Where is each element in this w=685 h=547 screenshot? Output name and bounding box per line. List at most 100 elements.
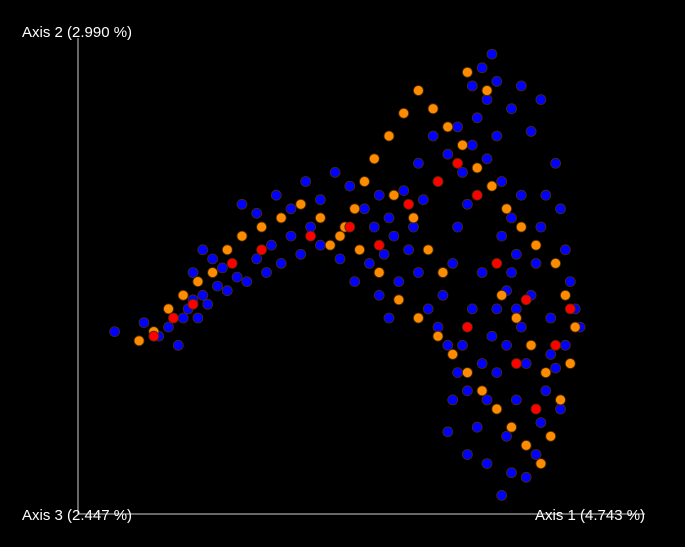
data-point	[187, 267, 199, 278]
data-point	[314, 194, 326, 206]
data-point	[270, 189, 282, 201]
data-point	[427, 130, 439, 142]
data-point	[349, 203, 361, 215]
data-point	[236, 198, 248, 210]
data-point	[530, 239, 542, 251]
data-point	[466, 80, 478, 92]
data-point	[461, 198, 473, 210]
data-point	[442, 339, 454, 351]
data-point	[417, 194, 429, 206]
data-point	[221, 285, 233, 297]
data-point	[422, 303, 434, 315]
data-point	[202, 298, 214, 310]
data-point	[408, 221, 419, 233]
data-point	[501, 203, 513, 215]
data-point	[295, 198, 307, 210]
data-point	[501, 339, 513, 351]
data-point	[163, 303, 174, 315]
data-point	[187, 298, 199, 310]
data-point	[437, 289, 449, 301]
data-point	[447, 394, 459, 406]
data-point	[535, 221, 547, 233]
axis-3-label: Axis 3 (2.447 %)	[22, 507, 132, 524]
data-point	[461, 449, 473, 460]
data-point	[329, 166, 341, 178]
data-point	[349, 276, 361, 288]
data-point	[442, 121, 454, 133]
data-point	[486, 180, 498, 192]
data-point	[560, 289, 571, 301]
points-group	[109, 48, 586, 501]
data-point	[471, 162, 483, 174]
data-point	[530, 449, 542, 460]
data-point	[403, 198, 415, 210]
data-point	[486, 330, 498, 342]
data-point	[550, 339, 561, 351]
data-point	[212, 280, 223, 292]
data-point	[437, 267, 449, 278]
data-point	[432, 176, 444, 187]
data-point	[511, 303, 522, 315]
data-point	[197, 244, 209, 256]
data-point	[334, 230, 346, 242]
data-point	[461, 66, 473, 78]
data-point	[506, 421, 517, 433]
data-point	[540, 189, 552, 201]
data-point	[109, 326, 120, 338]
data-point	[545, 348, 557, 360]
data-point	[285, 203, 297, 215]
data-point	[192, 276, 204, 288]
data-point	[560, 244, 571, 256]
data-point	[148, 330, 160, 342]
data-point	[314, 212, 326, 224]
data-point	[167, 312, 179, 324]
data-point	[432, 330, 444, 342]
data-point	[334, 253, 346, 265]
data-point	[496, 176, 508, 187]
data-point	[515, 321, 527, 333]
data-point	[550, 257, 561, 269]
data-point	[496, 489, 508, 501]
data-point	[442, 426, 454, 438]
data-point	[560, 339, 571, 351]
data-point	[378, 248, 390, 260]
data-point	[511, 248, 522, 260]
data-point	[207, 253, 219, 265]
data-point	[511, 358, 522, 369]
data-point	[535, 94, 547, 105]
data-point	[511, 394, 522, 406]
data-point	[481, 85, 493, 96]
data-point	[363, 257, 375, 269]
data-point	[207, 267, 219, 278]
data-point	[368, 221, 380, 233]
data-point	[564, 276, 576, 288]
data-point	[545, 430, 557, 442]
data-point	[511, 312, 522, 324]
data-point	[452, 367, 464, 379]
data-point	[461, 367, 473, 379]
data-point	[515, 80, 527, 92]
data-point	[422, 244, 434, 256]
data-point	[486, 48, 498, 60]
data-point	[471, 421, 483, 433]
data-point	[481, 458, 493, 470]
data-point	[192, 312, 204, 324]
data-point	[432, 321, 444, 333]
data-point	[427, 103, 439, 115]
data-point	[491, 257, 503, 269]
data-point	[412, 312, 424, 324]
data-point	[550, 157, 561, 169]
data-point	[398, 107, 410, 119]
data-point	[256, 244, 268, 256]
data-point	[555, 203, 566, 215]
data-point	[359, 203, 370, 215]
data-point	[373, 289, 385, 301]
data-point	[412, 85, 424, 96]
data-point	[457, 139, 468, 151]
data-point	[197, 289, 209, 301]
data-point	[442, 148, 454, 160]
data-point	[491, 130, 503, 142]
data-point	[501, 430, 513, 442]
data-point	[383, 130, 395, 142]
